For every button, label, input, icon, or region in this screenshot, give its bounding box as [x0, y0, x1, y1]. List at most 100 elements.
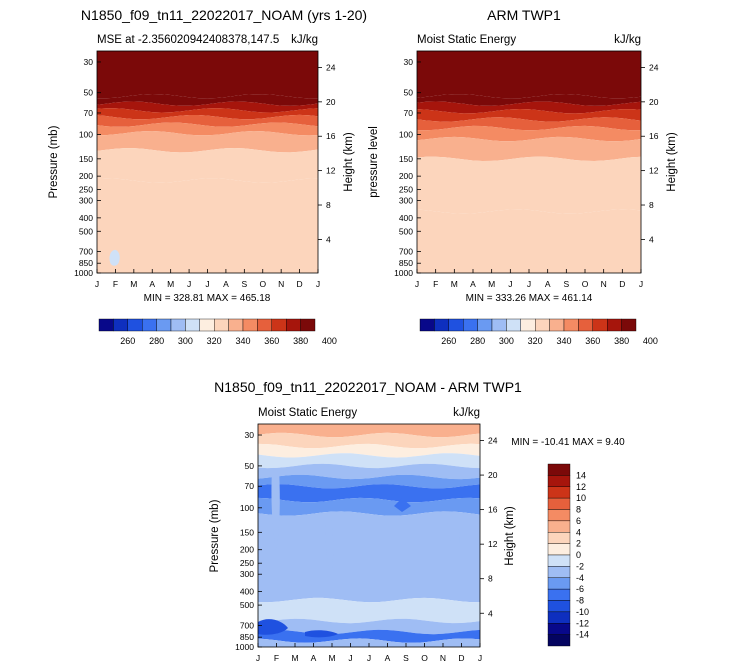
x-tick-label: M	[488, 279, 495, 289]
y-tick-label: 250	[240, 558, 254, 568]
y-tick-label: 1000	[394, 268, 413, 278]
colorbar-label: -8	[576, 596, 584, 606]
height-tick-label: 20	[488, 470, 498, 480]
difference-blob-feb	[271, 470, 280, 552]
colorbar-label: -12	[576, 618, 589, 628]
contour-band	[258, 618, 480, 635]
y-tick-label: 150	[240, 527, 254, 537]
colorbar-swatch	[141, 318, 157, 332]
colorbar-label: 2	[576, 539, 581, 549]
colorbar-swatch	[286, 318, 301, 332]
colorbar-label: 4	[576, 527, 581, 537]
colorbar-swatch	[113, 318, 129, 332]
contour-band	[417, 136, 641, 161]
x-tick-label: S	[403, 653, 409, 663]
colorbar-label: 14	[576, 470, 586, 480]
difference-blob-nov	[447, 518, 460, 552]
height-tick-label: 24	[649, 62, 659, 72]
contour-band	[258, 597, 480, 624]
y-tick-label: 1000	[235, 642, 254, 652]
x-tick-label: J	[478, 653, 482, 663]
colorbar-swatch	[300, 318, 316, 332]
y-tick-label: 250	[399, 185, 413, 195]
height-tick-label: 24	[326, 62, 336, 72]
colorbar-swatch	[491, 318, 507, 332]
x-tick-label: J	[415, 279, 419, 289]
y-tick-label: 850	[79, 258, 93, 268]
difference-panel-ylabel-right: Height (km)	[504, 506, 516, 566]
y-tick-label: 500	[399, 226, 413, 236]
colorbar-label: -2	[576, 561, 584, 571]
contour-band	[258, 453, 480, 469]
colorbar-label: -14	[576, 630, 589, 640]
y-tick-label: 150	[399, 154, 413, 164]
colorbar-label: 400	[322, 336, 337, 346]
x-tick-label: A	[545, 279, 551, 289]
contour-band	[258, 474, 480, 489]
x-tick-label: A	[223, 279, 229, 289]
colorbar-label: 10	[576, 493, 586, 503]
x-tick-label: N	[278, 279, 284, 289]
colorbar-label: 380	[293, 336, 308, 346]
colorbar-swatch	[547, 566, 571, 578]
x-tick-label: M	[328, 653, 335, 663]
colorbar-swatch	[257, 318, 272, 332]
colorbar-swatch	[506, 318, 521, 332]
height-tick-label: 4	[488, 608, 493, 618]
colorbar-label: 320	[207, 336, 222, 346]
x-tick-label: J	[187, 279, 191, 289]
difference-blob-may	[325, 518, 334, 577]
x-tick-label: M	[130, 279, 137, 289]
difference-panel-ylabel: Pressure (mb)	[209, 499, 221, 572]
contour-band	[97, 131, 318, 153]
colorbar-label: 260	[441, 336, 456, 346]
difference-blob-low-left	[258, 619, 288, 635]
height-tick-label: 8	[488, 574, 493, 584]
difference-panel-right-subtitle: kJ/kg	[453, 407, 480, 419]
contour-band	[97, 148, 318, 183]
height-tick-label: 8	[326, 200, 331, 210]
y-tick-label: 150	[79, 154, 93, 164]
x-tick-label: A	[470, 279, 476, 289]
contour-band	[258, 484, 480, 503]
y-tick-label: 30	[84, 57, 94, 67]
colorbar-label: 340	[556, 336, 571, 346]
contour-band	[417, 209, 641, 273]
x-tick-label: F	[113, 279, 118, 289]
observation-panel-ylabel: pressure level	[368, 126, 380, 198]
y-tick-label: 850	[399, 258, 413, 268]
y-tick-label: 100	[240, 503, 254, 513]
model-panel: N1850_f09_tn11_22022017_NOAM (yrs 1-20) …	[48, 7, 367, 346]
model-colorbar: 260 280 300 320 340 360 380 400	[98, 318, 337, 346]
colorbar-label: 400	[643, 336, 658, 346]
x-tick-label: F	[274, 653, 279, 663]
model-contour-bands	[97, 51, 318, 273]
y-tick-label: 30	[245, 430, 255, 440]
colorbar-swatch	[228, 318, 244, 332]
contour-band	[417, 125, 641, 142]
colorbar-swatch	[549, 318, 565, 332]
colorbar-swatch	[419, 318, 435, 332]
x-tick-label: O	[582, 279, 589, 289]
colorbar-swatch	[547, 577, 571, 590]
colorbar-swatch	[199, 318, 215, 332]
colorbar-swatch	[547, 600, 571, 613]
colorbar-label: 280	[470, 336, 485, 346]
y-tick-label: 700	[79, 247, 93, 257]
colorbar-swatch	[547, 611, 571, 624]
observation-contour-bands	[417, 51, 641, 273]
colorbar-label: 12	[576, 482, 586, 492]
contour-band	[417, 51, 641, 99]
colorbar-label: 300	[499, 336, 514, 346]
y-tick-label: 200	[79, 171, 93, 181]
contour-band	[258, 463, 480, 480]
observation-panel: ARM TWP1 Moist Static Energy kJ/kg press…	[368, 7, 678, 346]
colorbar-label: 280	[149, 336, 164, 346]
colorbar-swatch	[185, 318, 200, 332]
colorbar-swatch	[547, 623, 571, 635]
contour-band	[97, 114, 318, 127]
x-tick-label: N	[440, 653, 446, 663]
height-tick-label: 16	[488, 505, 498, 515]
difference-panel: N1850_f09_tn11_22022017_NOAM - ARM TWP1 …	[209, 379, 625, 663]
